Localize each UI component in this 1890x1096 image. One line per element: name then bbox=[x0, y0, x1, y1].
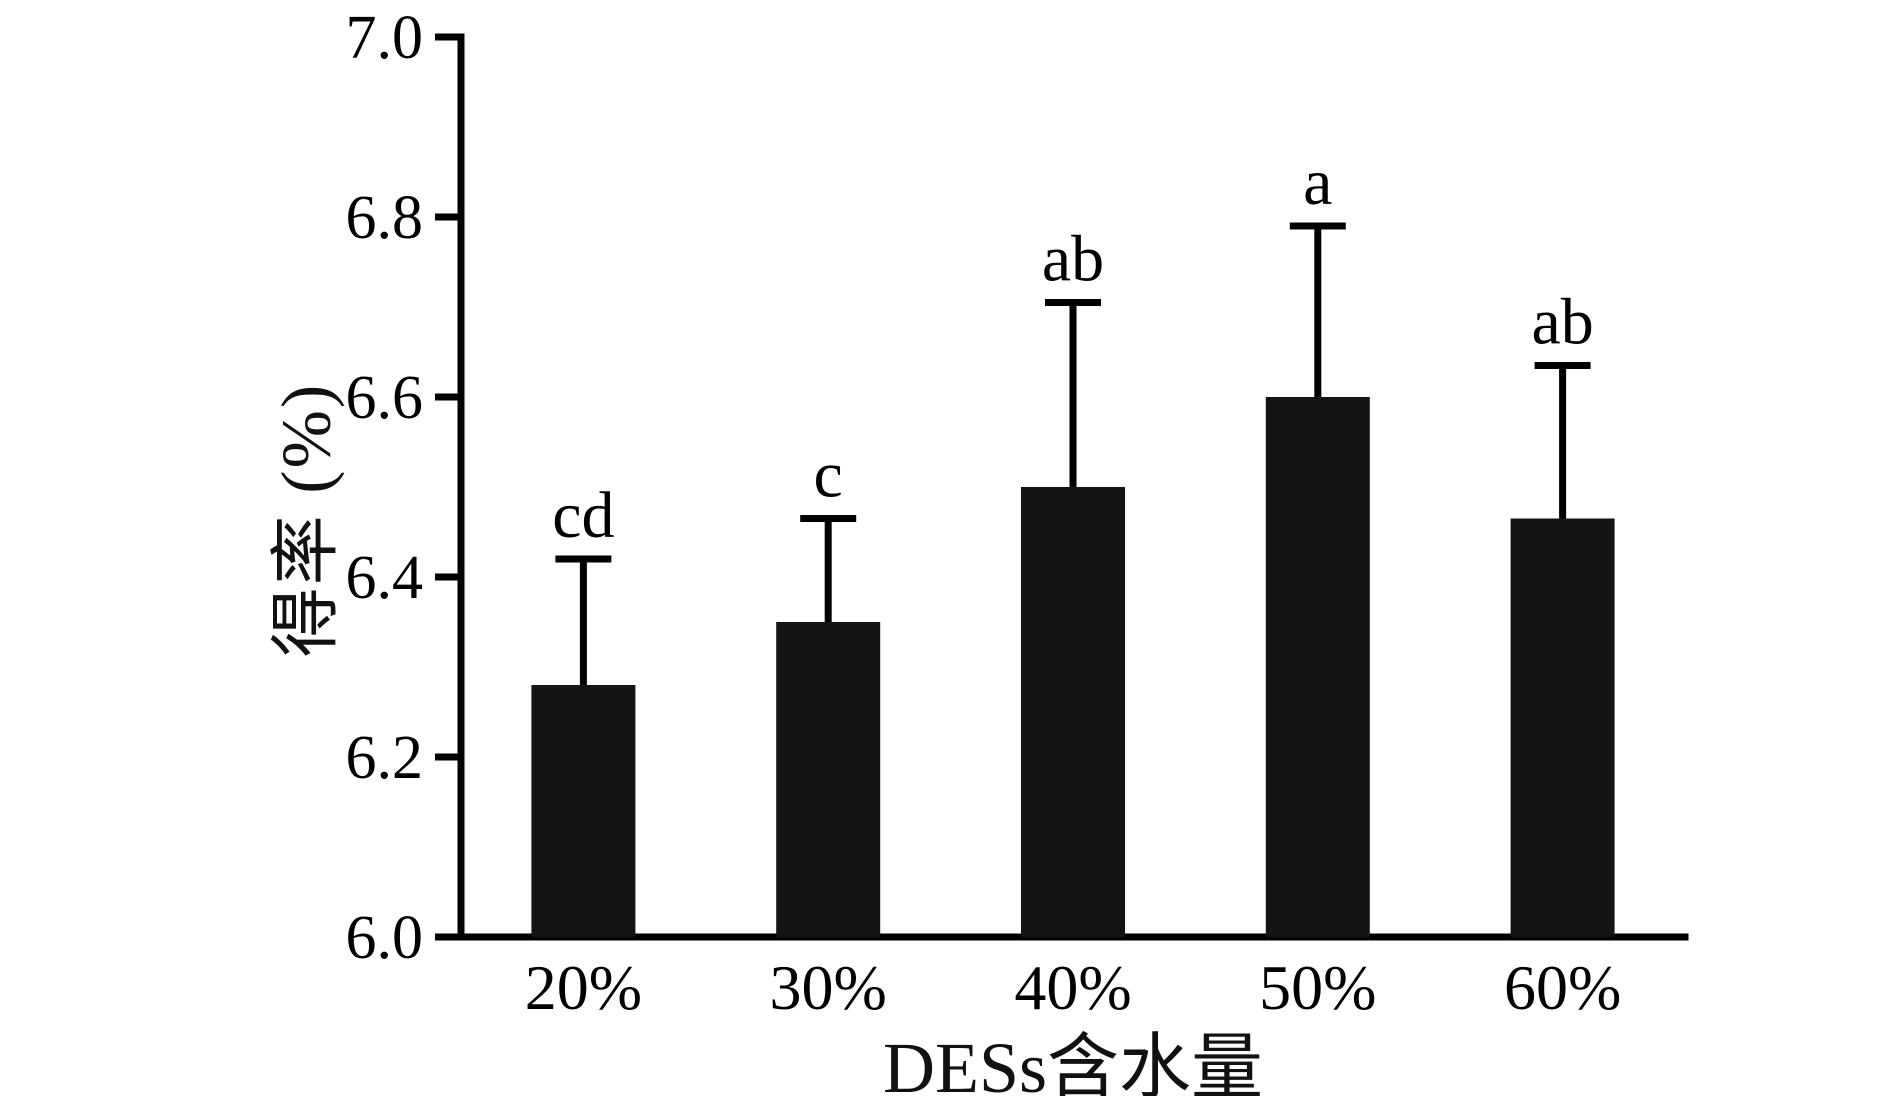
bar bbox=[531, 685, 636, 937]
x-category-label: 50% bbox=[1259, 952, 1376, 1023]
x-axis-title: DESs含水量 bbox=[882, 1028, 1264, 1096]
y-tick-label: 6.8 bbox=[346, 184, 424, 252]
y-axis-title: 得率 (%) bbox=[268, 382, 346, 658]
y-tick-label: 6.0 bbox=[346, 904, 424, 972]
x-category-label: 30% bbox=[770, 952, 887, 1023]
significance-letter: c bbox=[814, 439, 843, 512]
significance-letter: a bbox=[1303, 146, 1332, 219]
x-category-label: 40% bbox=[1014, 952, 1131, 1023]
x-category-label: 20% bbox=[525, 952, 642, 1023]
bar bbox=[1265, 397, 1370, 937]
significance-letter: ab bbox=[1531, 286, 1593, 359]
y-tick-label: 6.4 bbox=[346, 544, 424, 612]
bar bbox=[776, 622, 881, 937]
y-tick-label: 6.2 bbox=[346, 724, 424, 792]
bar bbox=[1510, 518, 1615, 937]
bar bbox=[1021, 487, 1125, 937]
x-category-label: 60% bbox=[1504, 952, 1621, 1023]
significance-letter: cd bbox=[552, 479, 614, 552]
y-tick-label: 7.0 bbox=[346, 4, 424, 72]
significance-letter: ab bbox=[1042, 223, 1104, 296]
y-tick-label: 6.6 bbox=[346, 364, 424, 432]
